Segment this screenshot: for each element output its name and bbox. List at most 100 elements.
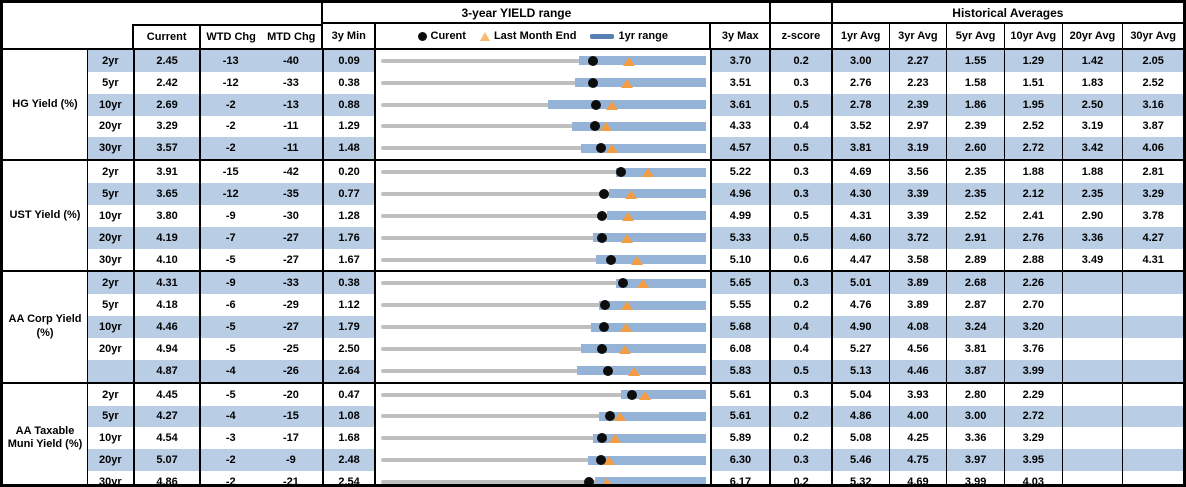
1yr-avg-cell: 5.27 — [830, 337, 889, 360]
range-chart — [374, 226, 710, 249]
30yr-avg-cell — [1122, 359, 1183, 382]
1yr-avg-cell: 4.60 — [830, 226, 889, 249]
section-label: UST Yield (%) — [9, 208, 81, 221]
three-year-track — [381, 72, 706, 94]
3y-max-cell: 5.22 — [709, 161, 770, 184]
range-chart — [374, 93, 710, 116]
wtd-chg-cell: -4 — [199, 359, 261, 382]
3yr-avg-cell: 4.75 — [888, 449, 947, 472]
5yr-avg-cell: 2.35 — [946, 183, 1004, 205]
current-dot — [627, 389, 638, 400]
range-chart — [374, 316, 710, 338]
tenor-cell — [88, 359, 133, 382]
5yr-avg-cell: 2.35 — [946, 161, 1004, 184]
header-3y-max: 3y Max — [709, 24, 769, 48]
full-range-line — [381, 346, 706, 351]
tenor-cell: 20yr — [88, 337, 133, 360]
table-row: 20yr 4.94 -5 -25 2.50 6.08 0.4 5.27 4.56 3.81 3.76 — [88, 337, 1183, 360]
three-year-track — [381, 94, 706, 116]
30yr-avg-cell — [1122, 405, 1183, 428]
current-dot — [604, 411, 615, 422]
5yr-avg-cell: 3.97 — [946, 449, 1004, 472]
range-chart — [374, 50, 710, 72]
mtd-chg-cell: -25 — [260, 337, 322, 360]
1yr-avg-cell: 4.31 — [830, 204, 889, 227]
one-year-range-bar — [607, 211, 706, 221]
last-month-triangle — [623, 56, 636, 66]
last-month-triangle — [614, 412, 627, 422]
table-row: 5yr 4.18 -6 -29 1.12 5.55 0.2 4.76 3.89 2.87 2.70 — [88, 294, 1183, 317]
3yr-avg-cell: 4.69 — [888, 471, 947, 484]
current-value-cell: 4.45 — [132, 383, 200, 406]
current-value-cell: 4.19 — [132, 226, 200, 249]
three-year-track — [381, 272, 706, 294]
tenor-cell: 10yr — [88, 204, 133, 227]
30yr-avg-cell: 2.52 — [1122, 71, 1183, 94]
3yr-avg-cell: 3.39 — [888, 204, 947, 227]
tenor-cell: 20yr — [88, 115, 133, 138]
zscore-cell: 0.2 — [769, 427, 831, 450]
current-dot — [589, 121, 600, 132]
3yr-avg-cell: 3.56 — [888, 161, 947, 184]
section-4: AA Taxable Muni Yield (%) 2yr 4.45 -5 -20 0.4… — [3, 383, 1183, 484]
1yr-avg-cell: 5.13 — [830, 359, 889, 382]
three-year-track — [381, 471, 706, 484]
last-month-triangle — [639, 390, 652, 400]
3y-min-cell: 1.76 — [321, 226, 375, 249]
3y-min-cell: 0.20 — [321, 161, 375, 184]
1yr-avg-cell: 5.04 — [830, 383, 889, 406]
current-value-cell: 4.94 — [132, 337, 200, 360]
20yr-avg-cell — [1061, 337, 1123, 360]
header-30yr-avg: 30yr Avg — [1122, 24, 1183, 48]
1yr-avg-cell: 5.32 — [830, 471, 889, 484]
5yr-avg-cell: 2.52 — [946, 204, 1004, 227]
3y-min-cell: 2.48 — [321, 449, 375, 472]
3y-max-cell: 4.96 — [709, 183, 770, 205]
zscore-cell: 0.2 — [769, 294, 831, 317]
10yr-avg-cell: 3.76 — [1003, 337, 1062, 360]
wtd-chg-cell: -5 — [199, 383, 261, 406]
one-year-range-bar — [591, 322, 706, 332]
1yr-avg-cell: 4.30 — [830, 183, 889, 205]
last-month-triangle — [618, 344, 631, 354]
3y-min-cell: 0.09 — [321, 50, 375, 72]
header-mtd-chg: MTD Chg — [267, 31, 316, 43]
zscore-cell: 0.5 — [769, 226, 831, 249]
three-year-track — [381, 161, 706, 183]
3yr-avg-cell: 2.27 — [888, 50, 947, 72]
1yr-avg-cell: 3.00 — [830, 50, 889, 72]
current-dot — [583, 476, 594, 484]
full-range-line — [381, 392, 706, 397]
table-row: 5yr 3.65 -12 -35 0.77 4.96 0.3 4.30 3.39 2.35 2.12… — [88, 183, 1183, 205]
mtd-chg-cell: -17 — [260, 427, 322, 450]
10yr-avg-cell: 1.88 — [1003, 161, 1062, 184]
mtd-chg-cell: -15 — [260, 405, 322, 428]
table-row: 30yr 4.10 -5 -27 1.67 5.10 0.6 4.47 3.58 2.89 2.88… — [88, 248, 1183, 271]
current-value-cell: 4.54 — [132, 427, 200, 450]
table-row: 20yr 3.29 -2 -11 1.29 4.33 0.4 3.52 2.97 2.39 2.52… — [88, 115, 1183, 138]
table-row: 4.87 -4 -26 2.64 5.83 0.5 5.13 4.46 3.87 3.99 — [88, 359, 1183, 382]
1yr-avg-cell: 4.69 — [830, 161, 889, 184]
5yr-avg-cell: 2.39 — [946, 115, 1004, 138]
table-row: 10yr 4.46 -5 -27 1.79 5.68 0.4 4.90 4.08 3.24 3.20 — [88, 316, 1183, 338]
5yr-avg-cell: 2.89 — [946, 248, 1004, 271]
section-rows: 2yr 4.45 -5 -20 0.47 5.61 0.3 5.04 3.93 2.80 2.29 5… — [87, 383, 1183, 484]
one-year-range-bar — [588, 455, 706, 465]
current-value-cell: 3.57 — [132, 137, 200, 160]
zscore-cell: 0.3 — [769, 272, 831, 295]
last-month-triangle — [620, 233, 633, 243]
current-dot — [615, 167, 626, 178]
one-year-range-bar — [575, 78, 706, 88]
last-month-triangle — [637, 279, 650, 289]
30yr-avg-cell — [1122, 294, 1183, 317]
10yr-avg-cell: 2.12 — [1003, 183, 1062, 205]
section-rows: 2yr 3.91 -15 -42 0.20 5.22 0.3 4.69 3.56 2.35 1.88… — [87, 161, 1183, 271]
3yr-avg-cell: 4.08 — [888, 316, 947, 338]
current-value-cell: 3.65 — [132, 183, 200, 205]
20yr-avg-cell: 2.35 — [1061, 183, 1123, 205]
range-chart — [374, 183, 710, 205]
range-chart — [374, 359, 710, 382]
3y-min-cell: 1.08 — [321, 405, 375, 428]
mtd-chg-cell: -27 — [260, 316, 322, 338]
section-label: AA Corp Yield (%) — [8, 313, 82, 340]
